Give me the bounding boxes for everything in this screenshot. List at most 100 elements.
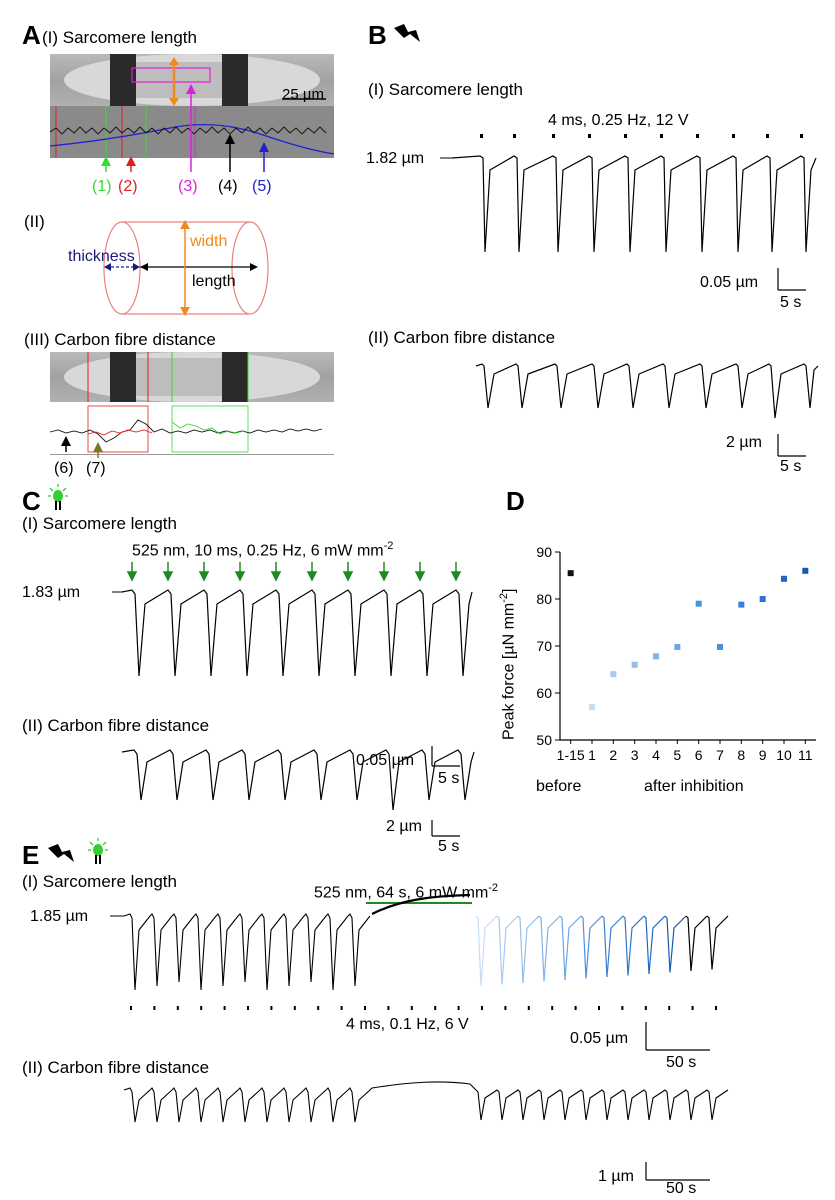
label-after-inhibition: after inhibition xyxy=(644,778,744,795)
stim-tick xyxy=(527,1006,530,1010)
x-tick-label: 8 xyxy=(737,747,745,763)
x-tick-label: 1 xyxy=(588,747,596,763)
data-point xyxy=(802,567,809,574)
micrograph2-drawing xyxy=(64,352,320,402)
stim-tick xyxy=(270,1006,273,1010)
panel-e-light: 525 nm, 64 s, 6 mW mm-2 xyxy=(314,882,498,902)
sarcomere-trace-pre xyxy=(123,913,371,991)
data-point xyxy=(631,661,638,668)
panel-b-scale-x: 5 s xyxy=(780,294,802,311)
stim-tick xyxy=(691,1006,694,1010)
panel-c-title-i: (I) Sarcomere length xyxy=(22,514,177,533)
led-icon-e xyxy=(88,838,108,864)
stim-tick xyxy=(481,1006,483,1010)
panel-c-scale-y2: 2 µm xyxy=(386,818,422,835)
panel-b-title-i: (I) Sarcomere length xyxy=(368,80,523,99)
panel-e-light-sup: -2 xyxy=(488,882,499,894)
marker-3: (3) xyxy=(178,178,198,195)
marker-5: (5) xyxy=(252,178,272,195)
sarcomere-twitch-post xyxy=(685,915,708,972)
ylabel-end: ] xyxy=(500,588,518,593)
marker-2: (2) xyxy=(118,178,138,195)
y-tick-label: 60 xyxy=(536,685,552,701)
data-point xyxy=(759,596,766,602)
x-tick-label: 11 xyxy=(798,747,813,763)
panel-e-stim: 4 ms, 0.1 Hz, 6 V xyxy=(346,1016,469,1033)
y-tick-label: 70 xyxy=(536,638,552,654)
sarcomere-twitch-post xyxy=(517,915,540,984)
sarcomere-twitch-post xyxy=(496,915,519,985)
data-point xyxy=(653,653,659,660)
data-point xyxy=(717,643,723,650)
x-tick-label: 1-15 xyxy=(557,747,585,763)
stim-tick xyxy=(340,1006,343,1010)
panel-e-letter: E xyxy=(22,840,40,870)
sarcomere-twitch-post xyxy=(664,915,687,973)
stim-tick xyxy=(434,1006,437,1010)
panel-b-baseline: 1.82 µm xyxy=(366,150,425,167)
panel-b-title-ii: (II) Carbon fibre distance xyxy=(368,328,556,347)
cell-micrograph xyxy=(50,54,334,106)
x-tick-label: 6 xyxy=(695,747,703,763)
stim-ticks-b xyxy=(480,134,803,138)
panel-e-title-i: (I) Sarcomere length xyxy=(22,872,177,891)
marker-6: (6) xyxy=(54,460,74,477)
panel-c-title-ii: (II) Carbon fibre distance xyxy=(22,716,210,735)
panel-b-scale-y: 0.05 µm xyxy=(700,274,759,291)
stim-tick xyxy=(715,1006,717,1010)
stim-tick xyxy=(176,1006,179,1010)
light-arrows-c xyxy=(126,562,462,582)
micrograph-drawing xyxy=(64,54,326,106)
lightning-icon-e xyxy=(48,844,74,862)
panel-e-light-main: 525 nm, 64 s, 6 mW mm xyxy=(314,884,489,902)
panel-c-scale-y: 0.05 µm xyxy=(356,752,415,769)
sarcomere-twitch-post xyxy=(601,915,624,978)
panel-b-letter: B xyxy=(368,20,387,50)
carbon-fibre-trace xyxy=(123,1081,729,1123)
sarcomere-twitch-post xyxy=(475,915,498,987)
scale-25um: 25 µm xyxy=(282,86,324,103)
panel-e-baseline: 1.85 µm xyxy=(30,908,89,925)
panel-c-scale-x: 5 s xyxy=(438,770,460,787)
data-point xyxy=(738,601,745,608)
panel-c-stim-sup: -2 xyxy=(383,540,394,552)
x-tick-label: 3 xyxy=(631,747,639,763)
sarcomere-twitch-post xyxy=(643,915,666,975)
sarcomere-twitch-post xyxy=(706,915,729,970)
panel-e-title-ii: (II) Carbon fibre distance xyxy=(22,1058,210,1077)
stim-tick xyxy=(293,1006,296,1010)
sarcomere-twitch-post xyxy=(538,915,561,982)
stim-tick xyxy=(223,1006,226,1010)
stim-tick xyxy=(247,1006,249,1010)
panel-c-baseline: 1.83 µm xyxy=(22,584,81,601)
stim-tick xyxy=(457,1006,460,1010)
sarcomere-twitch-post xyxy=(580,915,603,979)
x-tick-label: 7 xyxy=(716,747,724,763)
stim-tick xyxy=(317,1006,320,1010)
y-tick-label: 80 xyxy=(536,591,552,607)
data-point xyxy=(695,600,702,607)
stim-tick xyxy=(668,1006,671,1010)
led-icon xyxy=(48,484,68,510)
data-point xyxy=(674,643,681,650)
lightning-icon xyxy=(394,24,420,42)
profile-panel xyxy=(49,106,335,158)
stim-tick xyxy=(364,1006,366,1010)
stim-tick xyxy=(598,1006,600,1010)
width-label: width xyxy=(190,233,228,250)
panel-a-title-i: (I) Sarcomere length xyxy=(42,28,197,47)
label-before: before xyxy=(536,778,582,795)
stim-tick xyxy=(621,1006,624,1010)
ylabel-main: Peak force [µN mm xyxy=(500,602,518,740)
stim-tick xyxy=(410,1006,413,1010)
x-tick-label: 10 xyxy=(776,747,792,763)
data-point xyxy=(610,671,617,678)
x-tick-label: 9 xyxy=(759,747,767,763)
data-point xyxy=(567,570,574,577)
panel-b-scale-x2: 5 s xyxy=(780,458,802,475)
x-tick-label: 4 xyxy=(652,747,660,763)
panel-a-title-ii: (II) xyxy=(24,212,45,231)
y-tick-label: 90 xyxy=(536,544,552,560)
panel-a-title-iii: (III) Carbon fibre distance xyxy=(24,330,216,349)
panel-c-stim-main: 525 nm, 10 ms, 0.25 Hz, 6 mW mm xyxy=(132,542,384,560)
